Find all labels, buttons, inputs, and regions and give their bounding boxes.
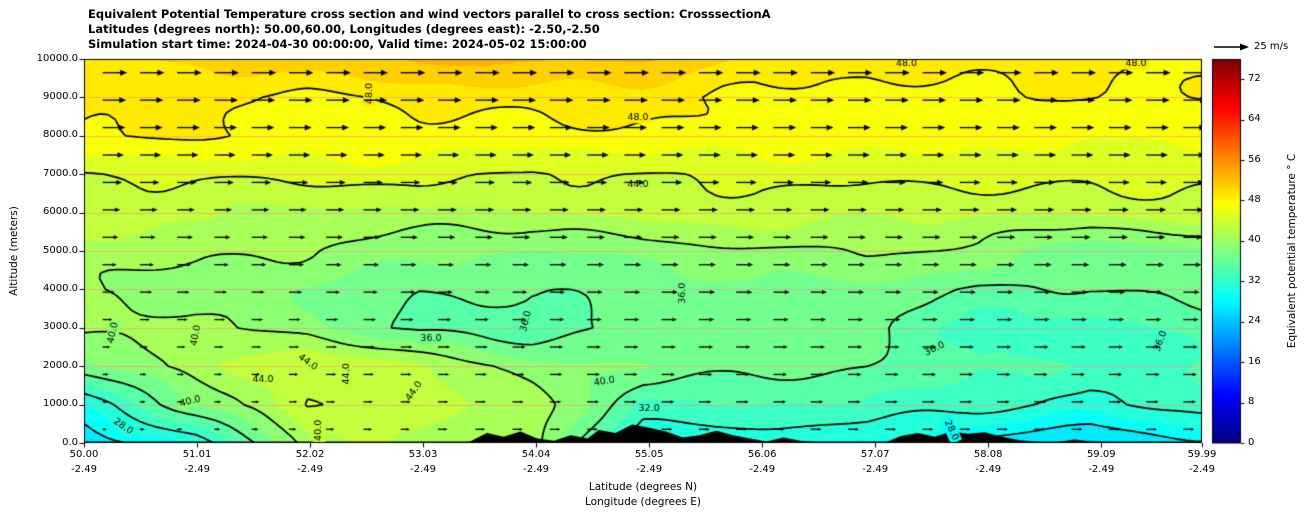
y-tick-label: 4000.0: [43, 282, 78, 294]
x-tick-latitude: 55.05: [634, 449, 664, 460]
colorbar-tick-label: 0: [1248, 436, 1255, 448]
x-tick-latitude: 52.02: [295, 449, 325, 460]
x-tick-label: 59.09 -2.49: [1069, 447, 1133, 477]
x-tick-latitude: 56.06: [747, 449, 777, 460]
colorbar-tick-label: 16: [1248, 355, 1261, 367]
x-tick-label: 51.01 -2.49: [165, 447, 229, 477]
x-tick-longitude: -2.49: [636, 464, 663, 475]
x-tick-latitude: 51.01: [182, 449, 212, 460]
x-tick-label: 52.02 -2.49: [278, 447, 342, 477]
x-tick-label: 59.99 -2.49: [1170, 447, 1234, 477]
colorbar-tick-label: 40: [1248, 234, 1261, 246]
x-tick-label: 50.00 -2.49: [52, 447, 116, 477]
y-tick-label: 7000.0: [43, 167, 78, 179]
y-tick-label: 5000.0: [43, 244, 78, 256]
y-tick-label: 2000.0: [43, 359, 78, 371]
colorbar-tick-label: 8: [1248, 396, 1255, 408]
x-tick-latitude: 59.09: [1086, 449, 1116, 460]
quiver-key-label: 25 m/s: [1254, 41, 1289, 52]
x-tick-label: 58.08 -2.49: [956, 447, 1020, 477]
y-tick-label: 8000.0: [43, 129, 78, 141]
y-tick-label: 10000.0: [36, 52, 78, 64]
x-tick-latitude: 58.08: [973, 449, 1003, 460]
y-tick-label: 3000.0: [43, 321, 78, 333]
x-tick-longitude: -2.49: [523, 464, 550, 475]
x-tick-latitude: 57.07: [860, 449, 890, 460]
colorbar-tick-label: 64: [1248, 113, 1261, 125]
x-tick-latitude: 53.03: [408, 449, 438, 460]
y-tick-label: 9000.0: [43, 90, 78, 102]
colorbar-tick-label: 48: [1248, 193, 1261, 205]
quiver-key-arrow: [1214, 43, 1249, 51]
x-tick-label: 55.05 -2.49: [617, 447, 681, 477]
colorbar-tick-label: 32: [1248, 274, 1261, 286]
chart-title-line-2: Latitudes (degrees north): 50.00,60.00, …: [88, 22, 600, 36]
x-tick-label: 57.07 -2.49: [843, 447, 907, 477]
x-tick-longitude: -2.49: [184, 464, 210, 475]
colorbar-tick-label: 72: [1248, 72, 1261, 84]
y-tick-label: 6000.0: [43, 206, 78, 218]
y-tick-label: 0.0: [62, 436, 78, 448]
x-tick-longitude: -2.49: [1088, 464, 1115, 475]
chart-title-line-1: Equivalent Potential Temperature cross s…: [88, 7, 771, 21]
colorbar-label: Equivalent potential temperature ° C: [1286, 153, 1298, 349]
x-tick-longitude: -2.49: [749, 464, 776, 475]
x-tick-longitude: -2.49: [862, 464, 889, 475]
x-tick-latitude: 59.99: [1187, 449, 1217, 460]
colorbar-tick-label: 24: [1248, 315, 1261, 327]
x-tick-longitude: -2.49: [410, 464, 437, 475]
x-tick-label: 53.03 -2.49: [391, 447, 455, 477]
y-axis-label: Altitude (meters): [8, 206, 20, 296]
y-tick-label: 1000.0: [43, 398, 78, 410]
x-tick-longitude: -2.49: [297, 464, 323, 475]
x-axis-label-longitude: Longitude (degrees E): [585, 496, 701, 508]
x-tick-longitude: -2.49: [71, 464, 97, 475]
x-tick-label: 54.04 -2.49: [504, 447, 568, 477]
x-tick-longitude: -2.49: [1189, 464, 1215, 475]
x-tick-latitude: 54.04: [521, 449, 551, 460]
x-tick-latitude: 50.00: [69, 449, 99, 460]
x-tick-longitude: -2.49: [975, 464, 1002, 475]
chart-title-line-3: Simulation start time: 2024-04-30 00:00:…: [88, 37, 587, 51]
colorbar-tick-label: 56: [1248, 153, 1261, 165]
x-tick-label: 56.06 -2.49: [730, 447, 794, 477]
x-axis-label-latitude: Latitude (degrees N): [588, 481, 698, 493]
